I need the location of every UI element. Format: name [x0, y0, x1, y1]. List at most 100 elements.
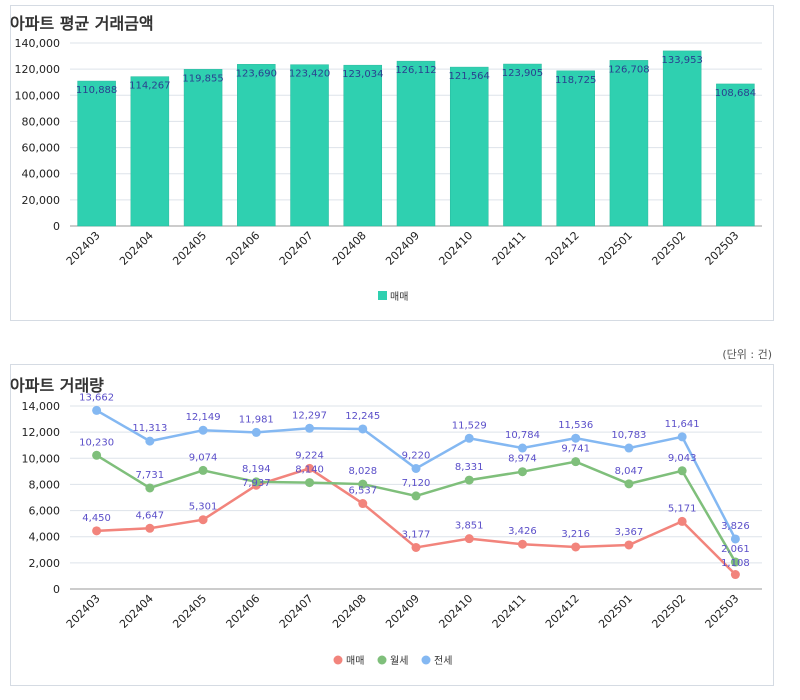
data-label: 5,301	[189, 502, 218, 513]
data-point	[198, 515, 208, 525]
y-tick-label: 10,000	[22, 452, 61, 465]
data-label: 3,367	[615, 527, 644, 538]
legend-label: 매매	[390, 291, 408, 303]
data-point	[411, 491, 421, 501]
data-point	[92, 526, 102, 536]
x-tick-label: 202412	[543, 229, 582, 268]
legend-label: 매매	[346, 655, 364, 667]
data-label: 9,074	[189, 452, 218, 463]
x-tick-label: 202409	[383, 592, 422, 631]
y-tick-label: 40,000	[22, 168, 61, 181]
bar-value-label: 123,690	[236, 68, 277, 79]
bar-value-label: 126,708	[608, 64, 649, 75]
x-tick-label: 202408	[330, 229, 369, 268]
legend-marker	[333, 655, 343, 665]
x-tick-label: 202403	[64, 229, 103, 268]
y-tick-label: 120,000	[15, 63, 61, 76]
data-label: 12,149	[186, 412, 221, 423]
data-label: 8,331	[455, 462, 484, 473]
x-tick-label: 202406	[224, 229, 263, 268]
bar-value-label: 133,953	[661, 55, 702, 66]
bar	[662, 50, 702, 227]
data-point	[624, 479, 634, 489]
x-tick-label: 202412	[543, 592, 582, 631]
legend-label: 전세	[434, 655, 452, 667]
data-point	[251, 477, 261, 487]
data-label: 8,047	[615, 466, 644, 477]
data-point	[198, 465, 208, 475]
data-label: 9,043	[668, 453, 697, 464]
data-label: 11,313	[132, 423, 167, 434]
data-point	[92, 405, 102, 415]
data-label: 11,641	[665, 419, 700, 430]
volume-chart-panel	[10, 364, 774, 686]
data-label: 10,784	[505, 430, 540, 441]
data-label: 2,061	[721, 544, 750, 555]
data-point	[517, 467, 527, 477]
legend-label: 월세	[390, 655, 408, 667]
bar	[609, 60, 649, 227]
x-tick-label: 202503	[703, 229, 742, 268]
bar-value-label: 119,855	[182, 73, 223, 84]
bar	[716, 83, 755, 227]
data-point	[571, 433, 581, 443]
bar	[130, 76, 170, 227]
bar	[343, 64, 383, 227]
y-tick-label: 0	[53, 583, 60, 596]
data-point	[624, 443, 634, 453]
data-label: 3,826	[721, 521, 750, 532]
data-label: 9,220	[402, 450, 431, 461]
x-tick-label: 202403	[64, 592, 103, 631]
data-label: 4,647	[136, 510, 165, 521]
x-tick-label: 202404	[117, 229, 156, 268]
data-label: 9,224	[295, 450, 324, 461]
data-label: 8,974	[508, 454, 537, 465]
data-point	[730, 570, 740, 580]
y-tick-label: 20,000	[22, 194, 61, 207]
data-label: 3,851	[455, 521, 484, 532]
x-tick-label: 202408	[330, 592, 369, 631]
y-tick-label: 12,000	[22, 426, 61, 439]
bar	[556, 70, 595, 227]
bar	[237, 64, 276, 227]
bar-value-label: 118,725	[555, 75, 596, 86]
data-point	[251, 427, 261, 437]
data-point	[517, 443, 527, 453]
data-point	[411, 463, 421, 473]
data-point	[464, 534, 474, 544]
x-tick-label: 202410	[436, 592, 475, 631]
y-tick-label: 80,000	[22, 115, 61, 128]
y-tick-label: 6,000	[29, 505, 61, 518]
bar-value-label: 123,420	[289, 69, 330, 80]
bar	[396, 60, 436, 227]
data-label: 7,120	[402, 478, 431, 489]
x-tick-label: 202410	[436, 229, 475, 268]
x-tick-label: 202411	[490, 229, 529, 268]
data-point	[358, 499, 368, 509]
data-point	[305, 423, 315, 433]
data-label: 3,177	[402, 529, 431, 540]
data-point	[358, 479, 368, 489]
data-point	[624, 540, 634, 550]
bar	[290, 64, 329, 227]
legend-marker	[377, 655, 387, 665]
data-label: 1,108	[721, 558, 750, 569]
bar	[183, 69, 223, 227]
data-label: 7,731	[136, 470, 165, 481]
y-tick-label: 4,000	[29, 531, 61, 544]
x-tick-label: 202407	[277, 592, 316, 631]
data-point	[145, 523, 155, 533]
unit-label: (단위 : 건)	[722, 348, 772, 361]
data-point	[358, 424, 368, 434]
data-label: 8,028	[348, 466, 377, 477]
bar-value-label: 114,267	[129, 81, 170, 92]
data-label: 13,662	[79, 392, 114, 403]
bar	[77, 80, 116, 227]
data-point	[730, 557, 740, 567]
data-point	[464, 475, 474, 485]
bar-value-label: 121,564	[449, 71, 490, 82]
data-label: 11,536	[558, 420, 593, 431]
data-label: 3,216	[561, 529, 590, 540]
x-tick-label: 202501	[596, 229, 635, 268]
